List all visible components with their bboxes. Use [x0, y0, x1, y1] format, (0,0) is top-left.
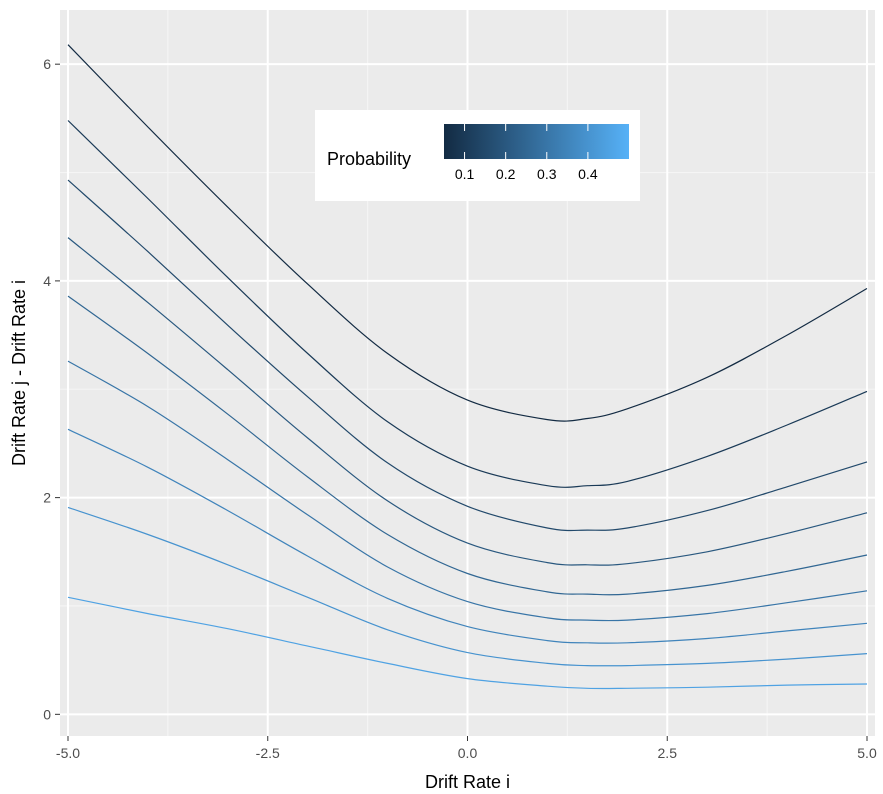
y-tick-label: 6: [43, 56, 51, 72]
series-layer: [67, 44, 868, 690]
legend-colorbar: [444, 124, 629, 159]
legend-tick-label: 0.2: [496, 166, 516, 182]
x-tick-label: 0.0: [458, 745, 478, 761]
legend-tick-label: 0.1: [455, 166, 475, 182]
grid-major: [60, 10, 875, 736]
contour-line: [67, 44, 868, 422]
x-tick-label: 5.0: [857, 745, 877, 761]
contour-line: [67, 120, 868, 488]
x-tick-label: -2.5: [256, 745, 280, 761]
contour-line: [67, 237, 868, 566]
legend-ticks: 0.1 0.2 0.3 0.4: [455, 124, 598, 182]
y-tick-label: 2: [43, 490, 51, 506]
legend: Probability 0.1 0.2 0.3 0.4: [315, 110, 640, 201]
legend-title: Probability: [327, 149, 411, 169]
contour-line: [67, 360, 868, 622]
x-tick-label: -5.0: [56, 745, 80, 761]
contour-line: [67, 596, 868, 690]
legend-tick-label: 0.3: [537, 166, 557, 182]
y-tick-label: 0: [43, 706, 51, 722]
contour-line: [67, 295, 868, 596]
x-axis-title: Drift Rate i: [425, 772, 510, 792]
y-tick-label: 4: [43, 273, 51, 289]
contour-line: [67, 179, 868, 532]
contour-line: [67, 428, 868, 644]
y-axis: 0 2 4 6: [43, 56, 60, 722]
y-axis-title: Drift Rate j - Drift Rate i: [9, 280, 29, 466]
x-axis: -5.0 -2.5 0.0 2.5 5.0: [56, 736, 877, 761]
x-tick-label: 2.5: [658, 745, 678, 761]
contour-line: [67, 506, 868, 667]
legend-tick-label: 0.4: [578, 166, 598, 182]
